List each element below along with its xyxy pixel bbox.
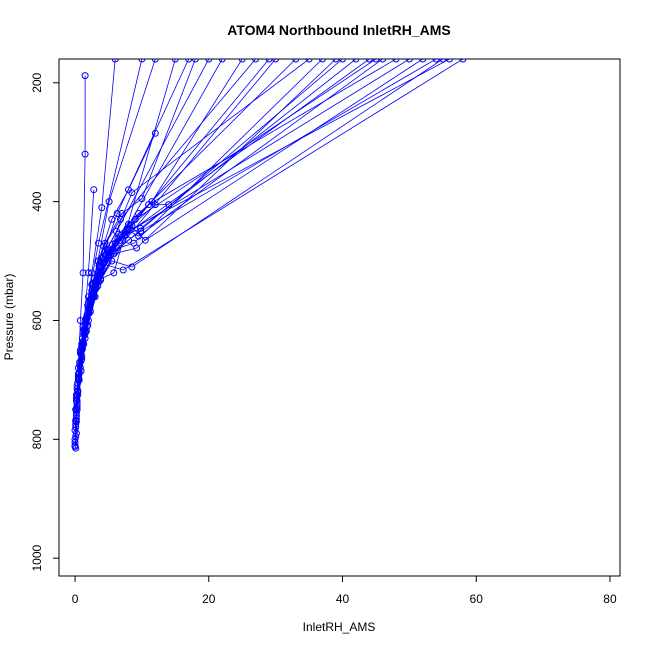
x-axis-label: InletRH_AMS <box>303 620 376 634</box>
data-point <box>78 343 86 351</box>
data-point <box>98 254 106 262</box>
data-point <box>119 266 127 274</box>
y-tick-label: 1000 <box>30 545 44 572</box>
data-point <box>191 59 199 63</box>
data-point <box>439 59 447 63</box>
data-point <box>171 59 179 63</box>
x-tick-label: 40 <box>336 592 350 606</box>
data-point <box>71 443 79 450</box>
x-tick-label: 0 <box>72 592 79 606</box>
data-point <box>105 198 113 206</box>
data-point <box>145 201 153 209</box>
data-point <box>117 215 124 223</box>
data-point <box>459 59 467 63</box>
plot-frame <box>58 58 621 577</box>
data-point <box>110 269 118 277</box>
series-layer <box>71 59 467 452</box>
data-point <box>71 438 79 446</box>
data-point <box>137 227 145 235</box>
data-point <box>111 59 119 63</box>
data-point <box>133 244 141 252</box>
data-point <box>365 59 373 63</box>
data-point <box>79 269 87 277</box>
series-line <box>76 59 310 398</box>
data-point <box>128 189 136 197</box>
x-tick-label: 80 <box>603 592 617 606</box>
data-point <box>74 391 82 399</box>
data-point <box>265 59 273 63</box>
data-point <box>305 59 313 63</box>
data-point <box>85 309 93 317</box>
data-point <box>141 236 149 244</box>
data-point <box>98 204 106 212</box>
data-point <box>109 240 116 248</box>
y-tick-label: 600 <box>30 310 44 330</box>
data-point <box>113 210 121 217</box>
data-point <box>113 244 121 252</box>
data-point <box>405 59 413 63</box>
series-line <box>78 59 337 379</box>
series-line <box>74 59 190 443</box>
data-point <box>218 59 226 63</box>
y-tick-label: 200 <box>30 72 44 92</box>
y-axis-label: Pressure (mbar) <box>2 274 16 361</box>
data-point <box>292 59 300 63</box>
series-line <box>76 59 357 401</box>
series-line <box>76 59 223 407</box>
data-point <box>110 250 118 258</box>
series-line <box>75 75 86 449</box>
data-point <box>372 59 380 63</box>
data-point <box>352 59 360 63</box>
data-point <box>205 59 213 63</box>
series-line <box>77 59 383 391</box>
series-line <box>74 133 156 431</box>
y-tick-label: 400 <box>30 191 44 211</box>
data-point <box>86 296 94 304</box>
data-point <box>121 232 128 239</box>
series-line <box>76 59 370 397</box>
data-point <box>392 59 400 63</box>
data-point <box>97 276 104 284</box>
data-point <box>238 59 246 63</box>
y-axis: 200 400 600 800 1000 <box>30 72 60 572</box>
data-point <box>138 59 146 63</box>
data-point <box>432 59 440 63</box>
data-point <box>84 321 92 329</box>
data-point <box>318 59 326 63</box>
data-point <box>252 59 260 63</box>
data-point <box>128 263 136 271</box>
data-point <box>105 246 112 254</box>
x-tick-label: 60 <box>470 592 484 606</box>
x-axis: 0 20 40 60 80 <box>72 575 617 606</box>
data-point <box>185 59 193 63</box>
x-tick-label: 20 <box>202 592 216 606</box>
chart-title: ATOM4 Northbound InletRH_AMS <box>227 22 450 38</box>
y-tick-label: 800 <box>30 429 44 449</box>
data-point <box>81 72 89 80</box>
series-line <box>77 59 343 392</box>
data-point <box>81 150 89 158</box>
data-point <box>332 59 340 63</box>
data-point <box>76 317 84 324</box>
data-point <box>90 186 98 194</box>
data-point <box>379 59 387 63</box>
data-point <box>419 59 427 63</box>
series-line <box>76 59 410 386</box>
data-point <box>339 59 346 63</box>
data-point <box>446 59 453 63</box>
series-line <box>78 59 437 373</box>
series-line <box>76 59 397 389</box>
series-line <box>76 59 243 404</box>
data-point <box>151 59 159 63</box>
data-point <box>75 369 83 377</box>
data-point <box>115 237 123 245</box>
data-point <box>272 59 280 63</box>
